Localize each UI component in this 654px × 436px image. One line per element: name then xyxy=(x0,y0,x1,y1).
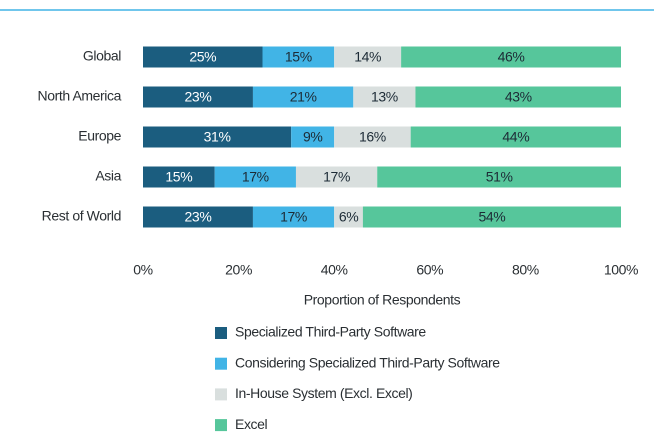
x-tick-label: 40% xyxy=(321,262,348,278)
bar-segment xyxy=(401,46,621,68)
data-label: 51% xyxy=(486,169,513,185)
bar-segment xyxy=(252,86,354,108)
data-label: 46% xyxy=(498,49,525,65)
data-label: 23% xyxy=(185,209,212,225)
legend-swatch xyxy=(215,327,227,339)
legend-label: Specialized Third-Party Software xyxy=(235,324,426,340)
bar-segment xyxy=(143,46,263,68)
data-label: 17% xyxy=(323,169,350,185)
data-label: 6% xyxy=(339,209,358,225)
legend-label: In-House System (Excl. Excel) xyxy=(235,385,412,401)
data-label: 23% xyxy=(185,89,212,105)
data-label: 25% xyxy=(189,49,216,65)
legend-label: Excel xyxy=(235,416,268,432)
bar-segment xyxy=(410,126,621,148)
bar-segment xyxy=(415,86,621,108)
bar-segment xyxy=(143,166,215,188)
bar-segment xyxy=(291,126,335,148)
y-tick-label: North America xyxy=(38,88,122,104)
y-tick-label: Rest of World xyxy=(42,208,121,224)
y-tick-label: Asia xyxy=(95,168,121,184)
bar-segment xyxy=(143,206,253,228)
x-tick-label: 20% xyxy=(225,262,252,278)
data-label: 15% xyxy=(285,49,312,65)
data-label: 17% xyxy=(280,209,307,225)
data-label: 9% xyxy=(303,129,322,145)
bar-segment xyxy=(262,46,335,68)
bar-segment xyxy=(362,206,621,228)
bar-segment xyxy=(143,126,292,148)
data-label: 54% xyxy=(479,209,506,225)
x-tick-label: 0% xyxy=(133,262,152,278)
data-label: 13% xyxy=(371,89,398,105)
y-tick-label: Europe xyxy=(78,128,121,144)
bar-segment xyxy=(377,166,621,188)
legend-swatch xyxy=(215,357,227,370)
bar-segment xyxy=(143,86,253,108)
bar-segment xyxy=(252,206,335,228)
legend-swatch xyxy=(215,419,227,432)
data-label: 15% xyxy=(165,169,192,185)
y-tick-label: Global xyxy=(83,48,121,64)
data-label: 21% xyxy=(290,89,317,105)
legend-swatch xyxy=(215,388,227,401)
bar-segment xyxy=(214,166,296,188)
data-label: 44% xyxy=(502,129,529,145)
data-label: 31% xyxy=(204,129,231,145)
bar-segment xyxy=(353,86,416,108)
data-label: 14% xyxy=(354,49,381,65)
bar-segment xyxy=(295,166,378,188)
x-axis-label: Proportion of Respondents xyxy=(304,292,461,308)
bar-segment xyxy=(334,206,363,228)
data-label: 43% xyxy=(505,89,532,105)
legend-label: Considering Specialized Third-Party Soft… xyxy=(235,354,500,370)
data-label: 16% xyxy=(359,129,386,145)
x-tick-label: 100% xyxy=(604,262,638,278)
data-label: 17% xyxy=(242,169,269,185)
x-tick-label: 80% xyxy=(512,262,539,278)
bar-segment xyxy=(334,46,402,68)
x-tick-label: 60% xyxy=(416,262,443,278)
bar-segment xyxy=(334,126,411,148)
